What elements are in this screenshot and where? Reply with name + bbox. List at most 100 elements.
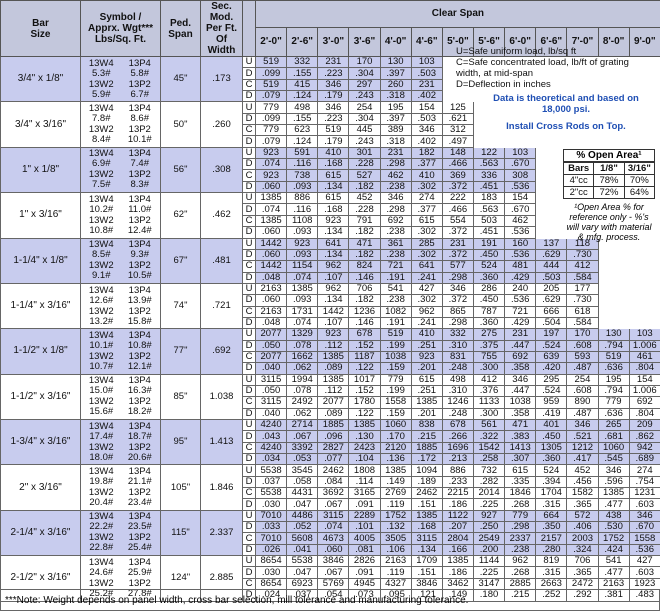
table-value: .504 [535,316,568,330]
table-value: .149 [441,589,474,602]
symbol-cell: 13W4 17.4# 13P4 18.7# 13W2 18.0# 13P2 20.6# [80,418,161,466]
bar-size: 1" x 1/8" [0,146,81,194]
table-value: 692 [504,350,537,364]
table-value: 541 [379,282,412,296]
table-value: .030 [254,498,288,511]
symbol-grid: 13W4 19.8# 13P4 21.1# 13W2 20.4# 13P2 23.4# [82,467,159,508]
table-value: .074 [286,316,319,330]
table-value: .101 [348,521,381,534]
empty-cell [629,124,660,136]
symbol-code: 13W4 [88,466,114,478]
row-letter: D [242,226,256,239]
empty-cell [629,203,660,216]
empty-cell [598,294,630,307]
data-row: C 519 415 346 297 260 231 [1,78,660,92]
symbol: 13W2 9.1# [82,261,121,281]
table-value: 641 [317,237,350,250]
table-value: .503 [410,112,443,126]
table-value: 346 [597,464,630,477]
table-value: .862 [628,430,660,443]
empty-cell [504,124,536,136]
symbol: 13P2 25.4# [121,533,160,553]
clear-span-header: Clear Span [255,0,660,28]
table-value: .636 [597,362,630,375]
table-value: .524 [535,384,568,398]
row-letter: D [242,566,256,579]
table-value: 1094 [410,464,443,477]
symbol-cell: 13W4 7.8# 13P4 8.6# 13W2 8.4# 13P2 10.1# [80,101,161,148]
table-value: 231 [504,328,537,341]
table-value: .151 [410,566,443,579]
symbol: 13P2 8.3# [121,170,160,190]
table-value: .116 [286,203,319,216]
empty-cell [598,260,630,273]
data-row: D .060.093.134.182.238.302.372.450.536.62… [1,294,660,307]
table-value: 2804 [441,532,474,545]
table-value: 254 [566,373,599,386]
symbol-grid: 13W4 10.2# 13P4 11.0# 13W2 10.8# 13P2 12.4# [82,194,159,236]
table-value: 615 [317,192,350,205]
footer-note: ***Note: Weight depends on panel width, … [0,589,660,611]
table-value: .228 [348,203,381,216]
table-value: .119 [379,566,412,579]
table-value: 1329 [286,328,319,341]
empty-cell [473,101,505,114]
symbol-weight: 10.5# [127,270,152,282]
table-value: 4005 [348,532,381,545]
table-value: 2472 [566,577,599,591]
empty-cell [598,113,630,125]
table-value: 5608 [286,532,319,545]
table-value: 1442 [254,237,288,250]
table-value: .420 [535,362,568,375]
bar-size: 1" x 3/16" [0,192,81,239]
table-value: 498 [441,373,474,386]
empty-cell [535,79,567,91]
symbol-code: 13P4 [128,284,151,296]
symbol-grid: 13W4 8.5# 13P4 9.3# 13W2 9.1# 13P2 10.5# [82,240,159,281]
table-value: .310 [441,339,474,352]
table-value: 462 [379,169,412,182]
open-area-cell: 4"cc [562,174,595,187]
symbol-grid: 13W4 7.8# 13P4 8.6# 13W2 8.4# 13P2 10.1# [82,104,159,145]
table-value: 209 [628,418,660,432]
table-value: .079 [254,90,288,103]
symbol-code: 13W4 [88,239,114,251]
table-value: .466 [441,158,474,171]
table-value: .372 [441,294,474,307]
table-value: 890 [566,396,599,409]
table-value: 2077 [254,328,288,341]
table-value: 2120 [379,441,412,455]
table-value: 286 [472,282,506,296]
legend-note: U=Safe uniform load, lb/sq ft C=Safe conc… [456,46,656,90]
table-value: 1017 [348,373,381,386]
table-value: 5538 [286,555,319,568]
table-value: 1385 [441,555,474,568]
empty-cell [535,169,567,182]
row-letter: C [242,169,256,182]
empty-cell [598,101,630,114]
row-letter: U [242,55,256,69]
symbol-cell: 13W4 5.3# 13P4 5.8# 13W2 5.9# 13P2 6.7# [80,55,161,103]
table-value: .077 [317,453,350,466]
table-value: .033 [254,521,288,534]
table-value: 103 [628,328,660,341]
table-value: .191 [379,271,412,284]
row-letter: D [242,339,256,352]
table-value: .067 [286,430,319,443]
symbol: 13W4 10.1# [82,330,121,351]
symbol-code: 13P4 [128,103,151,115]
table-value: .365 [566,498,599,511]
symbol-weight: 17.4# [89,430,114,442]
table-value: .596 [597,475,630,489]
table-value: 1731 [286,305,319,318]
cross-rods-text: Install Cross Rods on Top. [506,121,626,132]
row-letter: D [242,112,256,126]
symbol-weight: 8.6# [130,113,150,125]
symbol-weight: 25.2# [89,587,114,599]
table-value: 301 [348,146,381,160]
table-value: 2885 [504,577,537,591]
table-value: .189 [410,475,443,489]
table-value: .536 [504,294,537,307]
open-area-head-cell: Bars [562,162,595,175]
